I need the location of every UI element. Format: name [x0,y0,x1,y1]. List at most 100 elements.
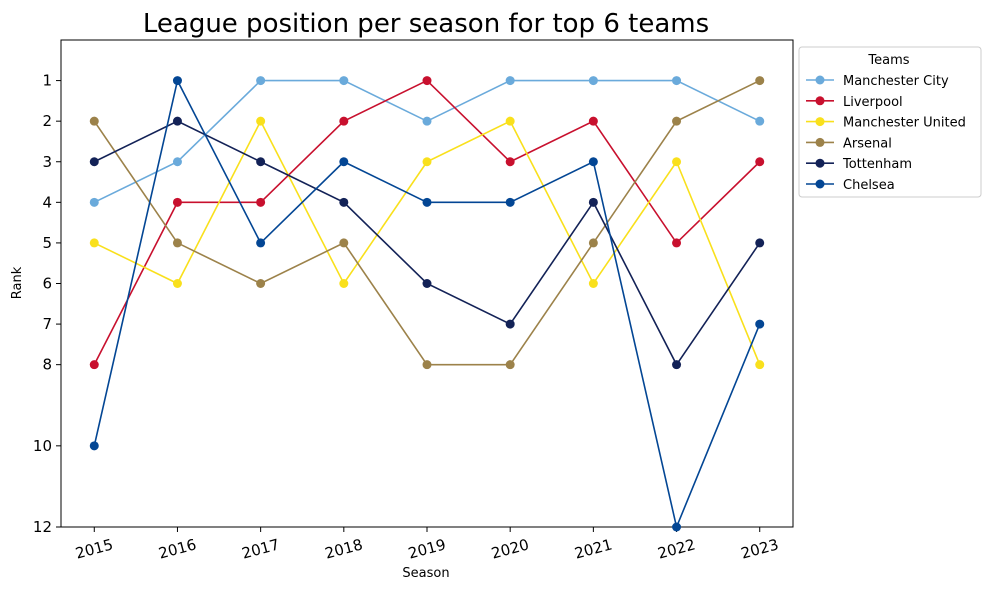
legend-item-liverpool: Liverpool [806,95,903,110]
legend-swatch-marker [815,179,825,189]
x-tick-label: 2021 [573,535,615,562]
data-point [172,279,182,288]
data-point [588,157,598,167]
data-point [672,116,682,126]
data-point [339,279,349,288]
data-point [256,76,266,86]
data-point [422,157,432,167]
data-point [256,116,266,126]
data-point [89,441,99,451]
x-tick-label: 2020 [489,535,531,562]
legend: Teams Manchester CityLiverpoolManchester… [798,46,982,198]
series-chelsea [89,76,765,532]
data-point [256,157,266,167]
data-point [256,279,266,288]
data-point [172,116,182,126]
data-point [172,76,182,86]
legend-item-arsenal: Arsenal [806,136,892,151]
x-tick-label: 2015 [74,535,116,562]
series-layer [89,76,765,532]
x-axis: 2015 2016 2017 2018 2019 2020 2021 2022 2023 [74,527,781,563]
data-point [588,279,598,288]
data-point [422,360,432,370]
data-point [755,238,765,248]
data-point [256,197,266,207]
data-point [505,360,515,370]
data-point [89,116,99,126]
data-point [339,197,349,207]
data-point [89,157,99,167]
data-point [755,76,765,86]
legend-label: Tottenham [842,157,912,172]
x-tick-label: 2017 [240,535,282,562]
legend-swatch-marker [815,75,825,85]
data-point [422,279,432,288]
data-point [339,238,349,248]
data-point [89,197,99,207]
data-point [505,116,515,126]
legend-swatch-marker [815,137,825,147]
data-point [588,238,598,248]
legend-item-tottenham: Tottenham [806,157,912,172]
data-point [172,197,182,207]
data-point [672,238,682,248]
data-point [256,238,266,248]
data-point [172,157,182,167]
x-tick-label: 2022 [656,535,698,562]
data-point [89,360,99,370]
data-point [588,197,598,207]
series-manchester-united [89,116,765,370]
legend-title: Teams [867,53,909,68]
legend-item-manchester-united: Manchester United [806,116,966,131]
chart-title: League position per season for top 6 tea… [143,9,709,39]
data-point [422,116,432,126]
legend-label: Liverpool [843,95,903,110]
data-point [755,319,765,329]
data-point [505,157,515,167]
legend-item-manchester-city: Manchester City [806,74,949,89]
x-tick-label: 2023 [739,535,781,562]
y-axis-label: Rank [10,266,25,299]
data-point [672,157,682,167]
data-point [588,76,598,86]
y-tick-label: 3 [42,153,52,171]
x-axis-label: Season [402,566,449,581]
data-point [339,76,349,86]
legend-frame [798,46,982,198]
legend-swatch-marker [815,117,825,127]
data-point [505,197,515,207]
legend-swatch-marker [815,96,825,106]
legend-label: Chelsea [843,178,895,193]
x-tick-label: 2018 [323,535,365,562]
legend-swatch-marker [815,158,825,168]
data-point [755,157,765,167]
legend-label: Manchester City [843,74,949,89]
y-tick-label: 2 [42,112,52,130]
data-point [755,116,765,126]
y-tick-label: 8 [42,356,52,374]
data-point [339,157,349,167]
data-point [422,197,432,207]
y-tick-label: 10 [33,437,52,455]
data-point [172,238,182,248]
x-tick-label: 2016 [157,535,199,562]
y-tick-label: 12 [33,518,52,536]
legend-items: Manchester City Liverpool Manchester Unite… [806,74,966,193]
y-tick-label: 1 [42,72,52,90]
legend-label: Manchester United [843,116,966,131]
x-tick-label: 2019 [406,535,448,562]
y-tick-label: 5 [42,234,52,252]
data-point [505,319,515,329]
data-point [89,238,99,248]
data-point [672,76,682,86]
legend-label: Arsenal [843,136,892,151]
data-point [505,76,515,86]
legend-item-chelsea: Chelsea [806,178,895,193]
data-point [755,360,765,370]
data-point [588,116,598,126]
data-point [672,522,682,532]
y-tick-label: 7 [42,315,52,333]
data-point [422,76,432,86]
